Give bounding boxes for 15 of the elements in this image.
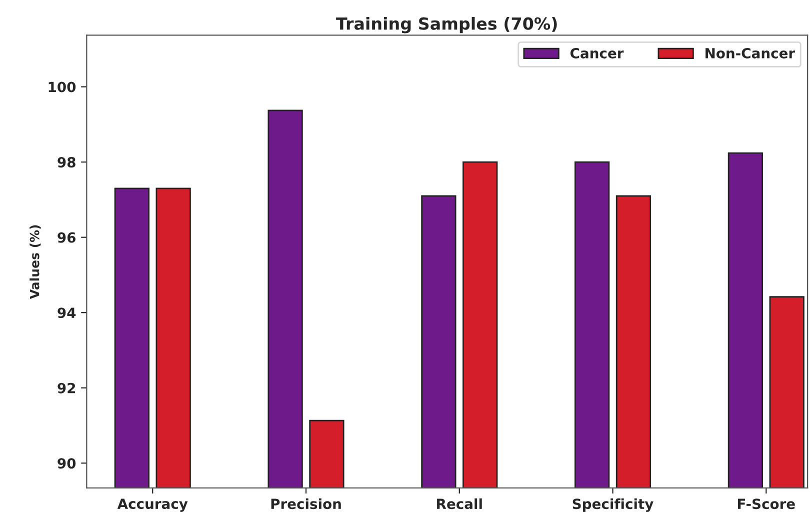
x-tick-label: Precision	[271, 498, 341, 510]
y-tick-label: 100	[48, 82, 76, 92]
x-tick-label: Accuracy	[117, 498, 188, 512]
y-tick-label: 98	[58, 157, 76, 168]
chart-title: Training Samples (70%)	[336, 17, 557, 34]
x-tick-label: Recall	[437, 498, 482, 510]
x-tick-label: Specificity	[572, 498, 654, 512]
y-tick-label: 94	[58, 308, 76, 318]
y-tick-label: 96	[58, 232, 76, 243]
legend-label: Cancer	[570, 48, 624, 58]
legend-label: Non-Cancer	[706, 48, 796, 58]
x-tick-label: F-Score	[738, 498, 795, 510]
y-axis-title: Values (%)	[30, 225, 41, 299]
y-tick-label: 92	[58, 382, 76, 394]
y-tick-label: 90	[58, 458, 76, 469]
